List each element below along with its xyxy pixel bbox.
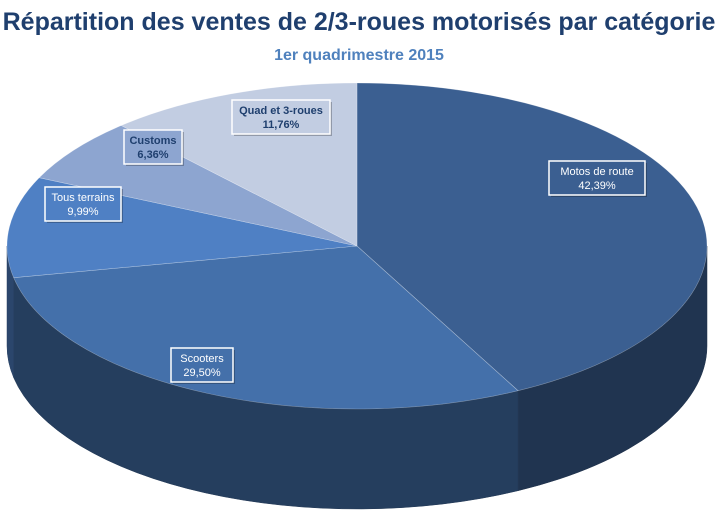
data-label-name-2: Tous terrains	[52, 192, 115, 204]
data-label-box-0	[548, 160, 646, 196]
data-labels: Motos de route 42,39% Scooters 29,50% Tous t…	[44, 99, 647, 384]
data-label-box-3	[123, 129, 183, 165]
data-label-box-1	[170, 347, 234, 383]
data-label-value-0: 42,39%	[578, 180, 616, 192]
data-label-name-1: Scooters	[180, 353, 224, 365]
data-label-box-4	[231, 99, 331, 135]
data-label-value-3: 6,36%	[137, 149, 168, 161]
chart-title: Répartition des ventes de 2/3-roues moto…	[2, 8, 716, 36]
data-label-name-0: Motos de route	[560, 166, 633, 178]
data-label-name-4: Quad et 3-roues	[239, 105, 323, 117]
pie-slice-3	[38, 125, 358, 247]
chart-subtitle: 1er quadrimestre 2015	[274, 47, 444, 64]
pie-slice-1	[13, 245, 519, 410]
data-label-value-2: 9,99%	[67, 206, 98, 218]
data-label-name-3: Customs	[129, 135, 176, 147]
pie-slices	[6, 82, 708, 410]
data-label-value-1: 29,50%	[183, 367, 221, 379]
data-label-box-2	[44, 186, 122, 222]
data-label-value-4: 11,76%	[263, 119, 300, 131]
pie-slice-0	[356, 82, 708, 392]
